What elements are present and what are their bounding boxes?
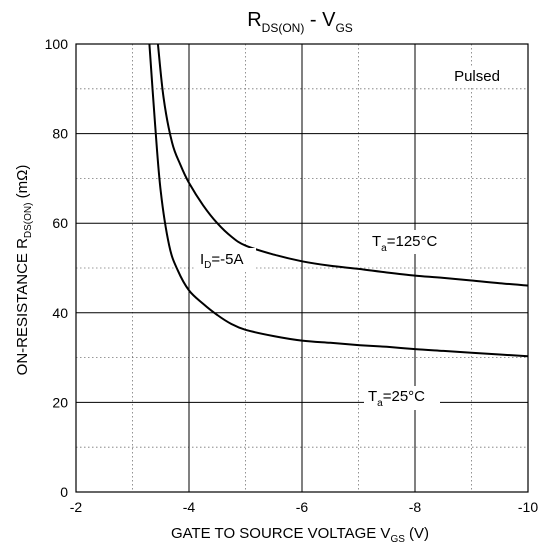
pulsed-label: Pulsed (454, 68, 500, 85)
plot-frame (75, 43, 529, 493)
series-label-125c: Ta=125°C (372, 233, 438, 254)
chart-title: RDS(ON) - VGS (247, 9, 353, 35)
y-tick-label: 60 (52, 215, 68, 231)
id-label-bg (196, 248, 256, 272)
series-line-0 (156, 43, 529, 287)
id-label: ID=-5A (200, 251, 244, 271)
x-axis-label: GATE TO SOURCE VOLTAGE VGS (V) (171, 525, 429, 545)
y-tick-label: 20 (52, 394, 68, 410)
pulsed-label-bg (448, 66, 506, 86)
series-line-1 (148, 43, 529, 358)
x-tick-label: -10 (518, 499, 538, 515)
x-tick-labels: -2 -4 -6 -8 -10 (70, 499, 539, 515)
x-tick-label: -8 (409, 499, 422, 515)
y-tick-label: 100 (45, 36, 69, 52)
x-tick-label: -4 (183, 499, 196, 515)
y-axis-label: ON-RESISTANCE RDS(ON) (mΩ) (14, 165, 34, 376)
series-label-125-bg (368, 230, 454, 254)
series-label-25-bg (364, 386, 440, 410)
series-label-25c: Ta=25°C (368, 388, 425, 409)
y-tick-label: 80 (52, 126, 68, 142)
x-tick-label: -6 (296, 499, 309, 515)
y-tick-label: 40 (52, 305, 68, 321)
x-tick-label: -2 (70, 499, 83, 515)
y-tick-label: 0 (60, 484, 68, 500)
y-tick-labels: 0 20 40 60 80 100 (45, 36, 69, 500)
series-layer (148, 43, 529, 358)
